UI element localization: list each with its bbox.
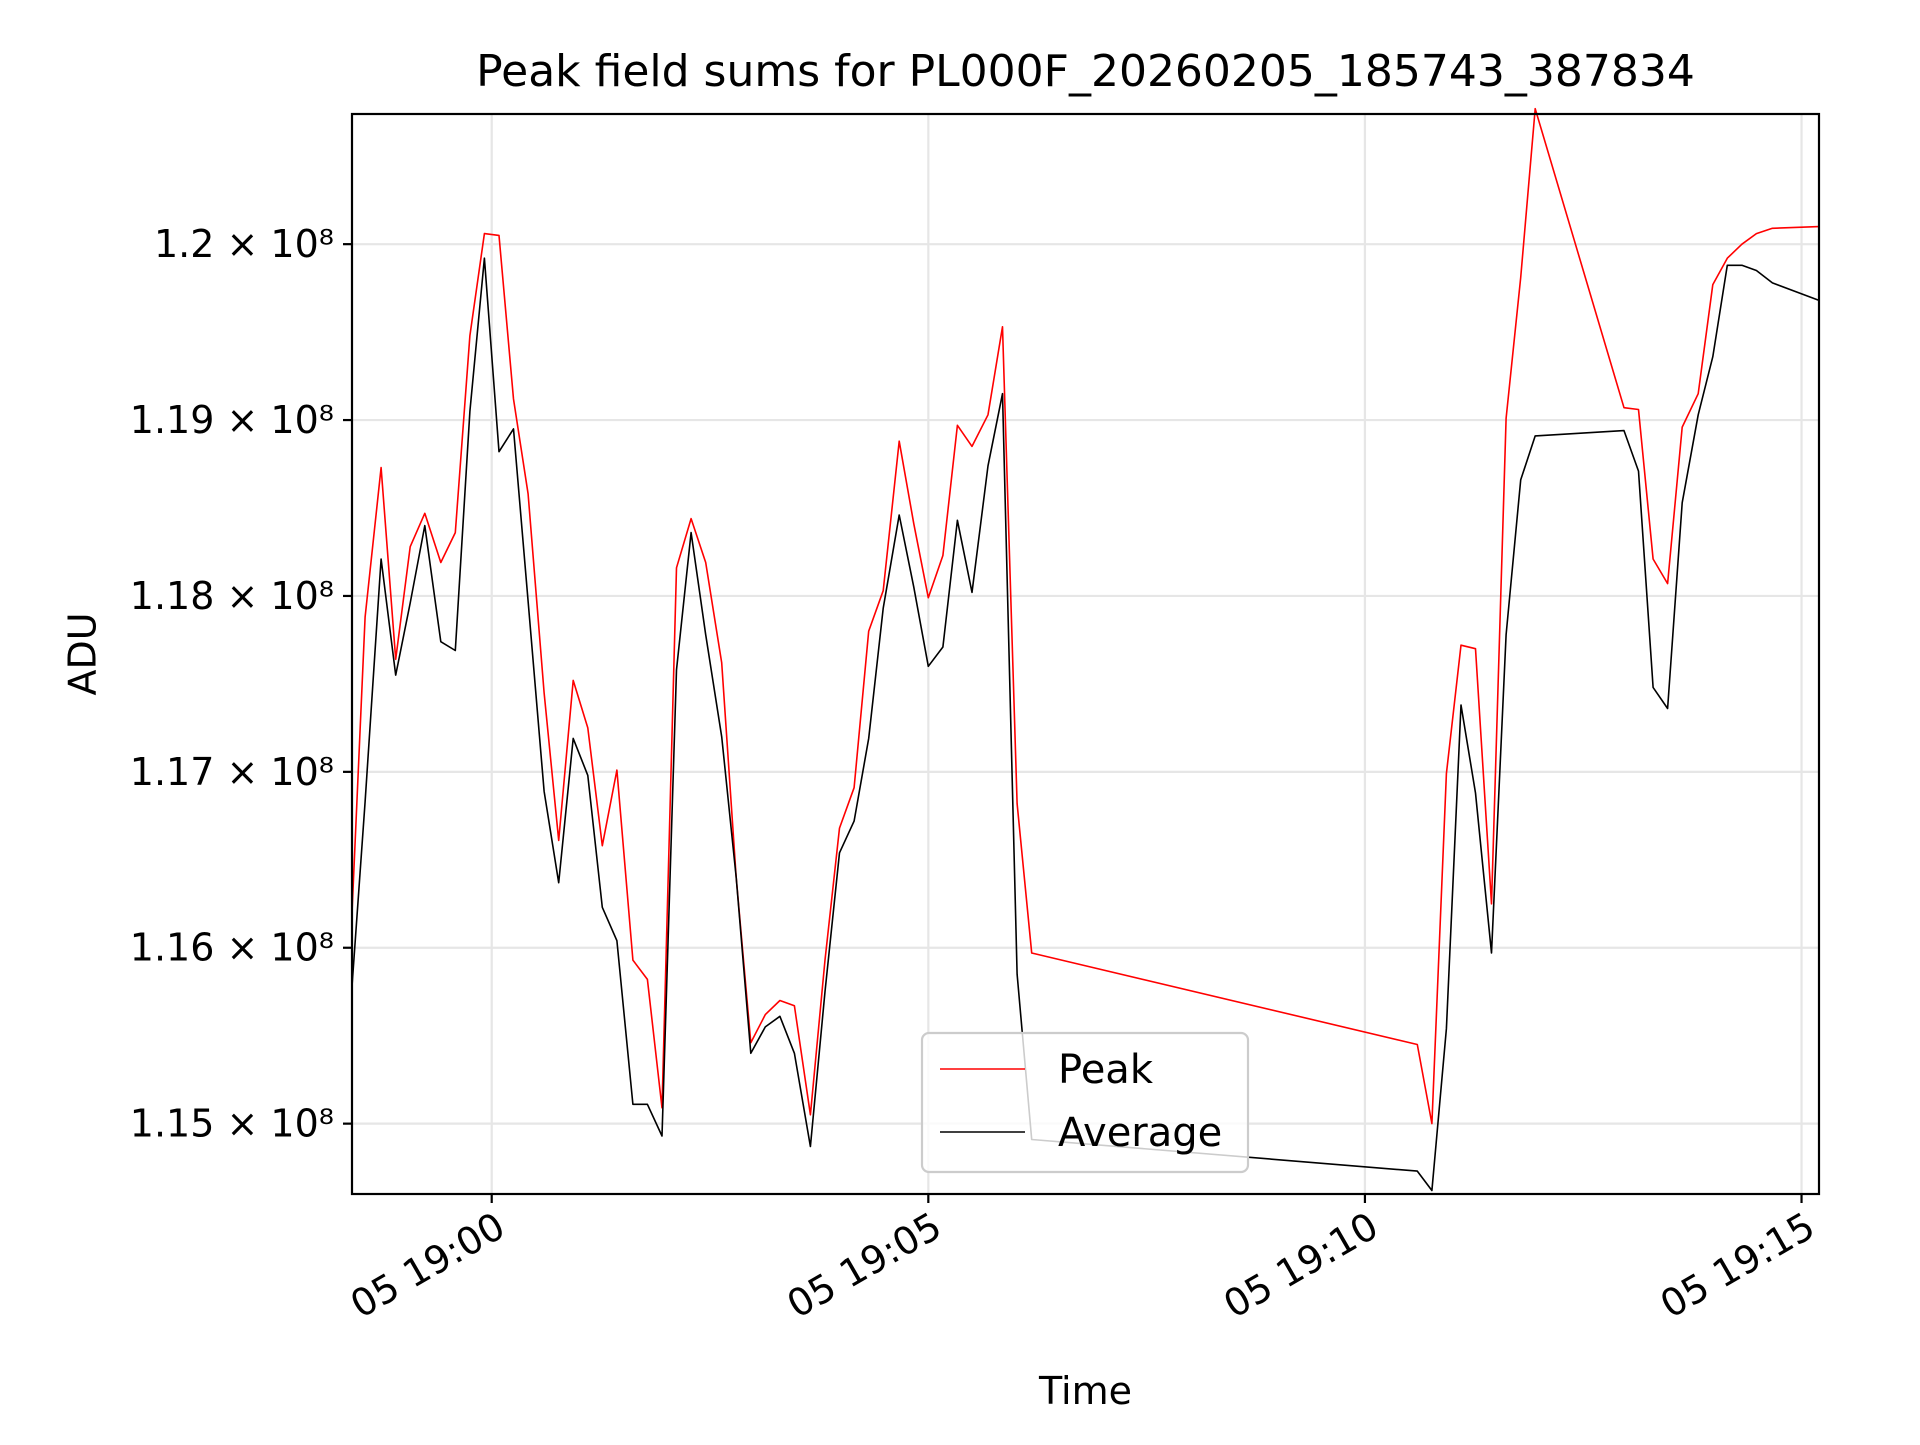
- legend-box: [920, 1031, 1250, 1174]
- plot-frame: [350, 112, 1821, 1196]
- grid-lines: [352, 114, 1819, 1194]
- y-tick-label: 1.17 × 10⁸: [130, 750, 334, 794]
- series-lines: [351, 107, 1820, 1192]
- y-tick-label: 1.15 × 10⁸: [130, 1102, 334, 1146]
- y-tick-label: 1.19 × 10⁸: [130, 398, 334, 442]
- y-tick-label: 1.2 × 10⁸: [154, 222, 334, 266]
- legend: Peak Average: [920, 1031, 1250, 1174]
- y-tick-label: 1.18 × 10⁸: [130, 574, 334, 618]
- y-tick-label: 1.16 × 10⁸: [130, 926, 334, 970]
- legend-label-peak: Peak: [1058, 1047, 1154, 1093]
- chart-title: Peak field sums for PL000F_20260205_1857…: [476, 46, 1695, 97]
- x-axis-label: Time: [1038, 1369, 1132, 1413]
- y-axis-label: ADU: [60, 612, 104, 695]
- series-line-peak: [351, 107, 1820, 1125]
- series-line-average: [351, 257, 1820, 1192]
- legend-label-average: Average: [1058, 1110, 1222, 1156]
